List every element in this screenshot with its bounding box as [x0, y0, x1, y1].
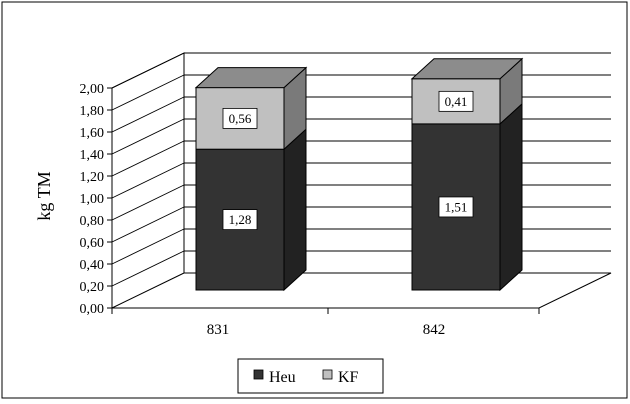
- value-labels: 1,28 0,56 831 1,51 0,41 842: [207, 90, 474, 338]
- value-label: 0,41: [445, 94, 468, 109]
- bar-side: [499, 102, 523, 292]
- x-category-label: 842: [423, 322, 446, 338]
- value-label: 1,28: [229, 212, 252, 227]
- y-tick-label: 0,60: [80, 236, 105, 251]
- value-label-box: [438, 196, 474, 218]
- gridline-side: [111, 118, 185, 155]
- bar-top: [410, 58, 524, 80]
- y-tick-label: 1,60: [80, 126, 105, 141]
- y-axis: 0,00 0,20 0,40 0,60 0,80 1,00 1,20 1,40 1,60 1,80…: [80, 82, 540, 317]
- value-label: 0,56: [229, 111, 252, 126]
- y-tick-label: 1,20: [80, 170, 105, 185]
- legend-swatch-heu: [253, 369, 264, 380]
- gridline-side: [111, 96, 185, 133]
- gridline-side: [111, 140, 185, 177]
- y-tick-label: 0,80: [80, 214, 105, 229]
- value-label: 1,51: [445, 199, 468, 214]
- y-tick-label: 1,40: [80, 148, 105, 163]
- legend-label-kf: KF: [338, 369, 359, 386]
- y-tick-label: 0,00: [80, 302, 105, 317]
- y-tick-label: 0,40: [80, 258, 105, 273]
- gridline-side: [111, 250, 185, 287]
- gridline-side: [111, 206, 185, 243]
- bar-side: [283, 128, 307, 292]
- y-tick-label: 1,80: [80, 104, 105, 119]
- x-category-label: 831: [207, 322, 230, 338]
- y-axis-title: kg TM: [34, 171, 54, 220]
- gridline-side: [111, 162, 185, 199]
- value-label-box: [438, 90, 474, 112]
- legend: Heu KF: [237, 358, 384, 394]
- gridline-side: [111, 184, 185, 221]
- gridline-side: [111, 228, 185, 265]
- value-label-box: [222, 209, 258, 231]
- bar-top: [194, 67, 308, 89]
- legend-swatch-kf: [322, 369, 333, 380]
- y-tick-label: 1,00: [80, 192, 105, 207]
- gridline-side: [111, 74, 185, 111]
- value-label-box: [222, 108, 258, 129]
- gridline-side: [111, 52, 185, 89]
- legend-label-heu: Heu: [269, 369, 296, 386]
- y-tick-label: 0,20: [80, 280, 105, 295]
- y-tick-label: 2,00: [80, 82, 105, 97]
